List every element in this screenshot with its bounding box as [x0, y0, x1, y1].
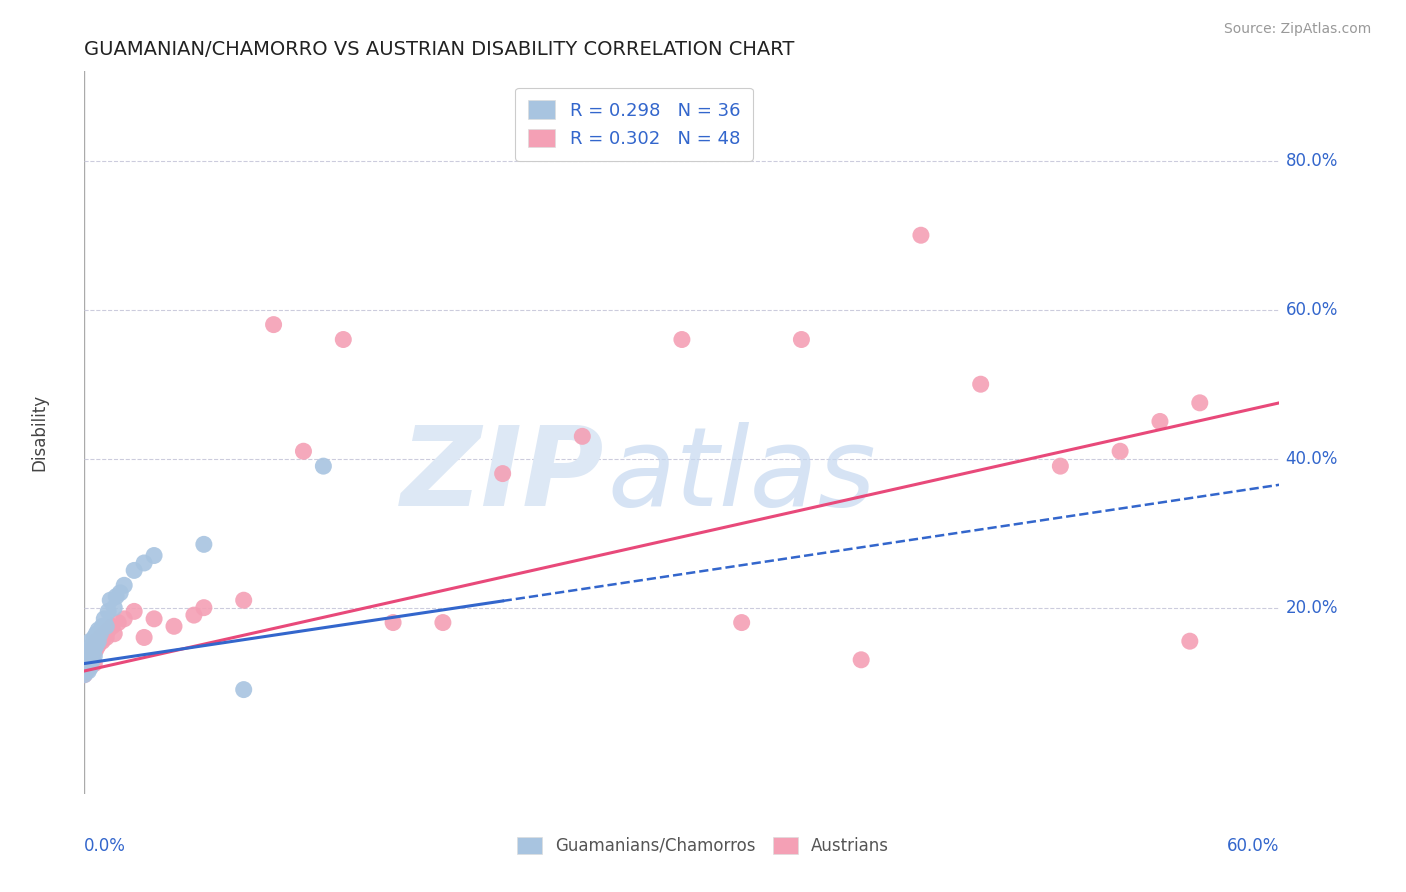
Point [82, 641, 104, 656]
Text: Disability: Disability [30, 394, 48, 471]
Point [83, 631, 105, 645]
Point [790, 333, 813, 347]
Point [132, 556, 156, 570]
Point [332, 333, 354, 347]
Point [83, 645, 105, 659]
Point [83, 657, 105, 671]
Point [122, 563, 145, 577]
Point [82, 653, 104, 667]
Point [1049, 459, 1071, 474]
Point [93, 612, 115, 626]
Point [86, 641, 108, 656]
Point [103, 600, 125, 615]
Point [82, 638, 104, 652]
Point [193, 600, 215, 615]
Point [232, 682, 254, 697]
Point [82, 653, 104, 667]
Point [105, 590, 128, 604]
Text: 40.0%: 40.0% [1285, 450, 1339, 467]
Point [79, 657, 101, 671]
Point [91, 634, 114, 648]
Point [79, 641, 101, 656]
Point [112, 612, 135, 626]
Point [851, 653, 873, 667]
Point [83, 641, 105, 656]
Point [89, 626, 111, 640]
Text: 80.0%: 80.0% [1285, 152, 1339, 169]
Point [571, 429, 593, 443]
Point [77, 660, 100, 674]
Point [89, 631, 111, 645]
Point [96, 631, 118, 645]
Text: ZIP: ZIP [401, 423, 605, 530]
Point [83, 649, 105, 664]
Text: Source: ZipAtlas.com: Source: ZipAtlas.com [1223, 22, 1371, 37]
Point [143, 549, 166, 563]
Point [1149, 414, 1171, 428]
Point [671, 333, 693, 347]
Point [93, 626, 115, 640]
Point [103, 626, 125, 640]
Point [75, 664, 97, 678]
Text: atlas: atlas [607, 423, 876, 530]
Point [87, 634, 110, 648]
Point [122, 604, 145, 618]
Point [183, 608, 205, 623]
Point [382, 615, 405, 630]
Text: 20.0%: 20.0% [1285, 599, 1339, 616]
Point [492, 467, 515, 481]
Point [91, 619, 114, 633]
Point [1178, 634, 1201, 648]
Point [163, 619, 186, 633]
Point [77, 657, 100, 671]
Point [75, 660, 97, 674]
Point [143, 612, 166, 626]
Text: GUAMANIAN/CHAMORRO VS AUSTRIAN DISABILITY CORRELATION CHART: GUAMANIAN/CHAMORRO VS AUSTRIAN DISABILIT… [84, 39, 794, 59]
Point [232, 593, 254, 607]
Point [97, 623, 120, 637]
Point [97, 604, 120, 618]
Point [970, 377, 993, 392]
Point [98, 593, 121, 607]
Point [77, 649, 100, 664]
Point [87, 638, 110, 652]
Point [87, 623, 110, 637]
Point [79, 653, 101, 667]
Point [193, 537, 215, 551]
Text: 0.0%: 0.0% [84, 838, 127, 855]
Point [79, 645, 101, 659]
Point [101, 619, 124, 633]
Point [107, 615, 129, 630]
Point [75, 653, 97, 667]
Text: 60.0%: 60.0% [1285, 301, 1339, 318]
Point [86, 626, 108, 640]
Point [1109, 444, 1132, 458]
Point [77, 645, 100, 659]
Point [1188, 396, 1211, 410]
Legend: Guamanians/Chamorros, Austrians: Guamanians/Chamorros, Austrians [510, 830, 896, 862]
Point [731, 615, 754, 630]
Point [73, 667, 96, 681]
Point [75, 660, 97, 674]
Point [910, 228, 932, 243]
Point [77, 664, 100, 678]
Point [263, 318, 285, 332]
Point [75, 653, 97, 667]
Text: 60.0%: 60.0% [1227, 838, 1279, 855]
Point [96, 619, 118, 633]
Point [110, 586, 132, 600]
Point [79, 634, 101, 648]
Point [292, 444, 315, 458]
Point [432, 615, 454, 630]
Point [86, 634, 108, 648]
Legend: R = 0.298   N = 36, R = 0.302   N = 48: R = 0.298 N = 36, R = 0.302 N = 48 [516, 87, 752, 161]
Point [132, 631, 156, 645]
Point [86, 638, 108, 652]
Point [112, 578, 135, 592]
Point [73, 667, 96, 681]
Point [79, 660, 101, 674]
Point [312, 459, 335, 474]
